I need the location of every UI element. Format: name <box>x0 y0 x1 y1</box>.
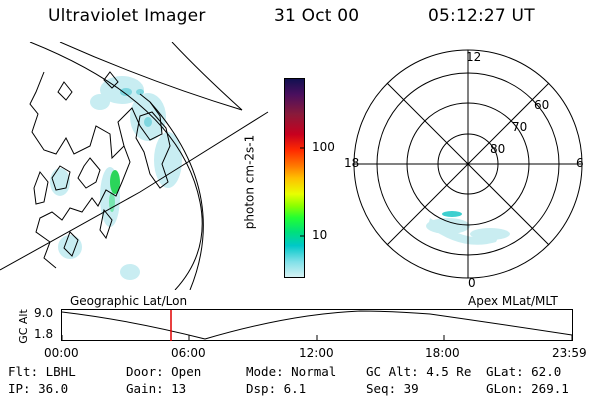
geographic-caption: Geographic Lat/Lon <box>70 294 188 308</box>
mode-readout: Mode: Normal <box>246 364 337 379</box>
colorbar-tick-10: 10 <box>312 228 328 242</box>
lat-label-80: 80 <box>490 142 506 156</box>
gc-alt-axis-label: GC Alt <box>16 309 30 344</box>
lat-label-70: 70 <box>512 120 528 134</box>
gc-alt-readout: GC Alt: 4.5 Re <box>366 364 472 379</box>
filter-readout: Flt: LBHL <box>8 364 76 379</box>
gc-alt-timeline-plot <box>61 309 573 341</box>
x-tick-1200: 12:00 <box>299 346 334 360</box>
geographic-map-image <box>0 42 269 290</box>
mlt-label-0: 0 <box>468 276 476 290</box>
x-tick-0000: 00:00 <box>44 346 79 360</box>
seq-readout: Seq: 39 <box>366 381 419 396</box>
colorbar-tick-100: 100 <box>312 140 335 154</box>
glat-readout: GLat: 62.0 <box>486 364 562 379</box>
lat-label-60: 60 <box>534 98 550 112</box>
date-label: 31 Oct 00 <box>274 6 360 26</box>
x-tick-0600: 06:00 <box>171 346 206 360</box>
ip-readout: IP: 36.0 <box>8 381 69 396</box>
polar-mlt-plot <box>353 49 583 279</box>
x-tick-1800: 18:00 <box>425 346 460 360</box>
time-label: 05:12:27 UT <box>428 6 535 26</box>
apex-caption: Apex MLat/MLT <box>468 294 558 308</box>
mlt-label-18: 18 <box>344 156 360 170</box>
door-readout: Door: Open <box>126 364 202 379</box>
x-tick-2359: 23:59 <box>552 346 587 360</box>
color-scale-bar <box>284 78 305 278</box>
glon-readout: GLon: 269.1 <box>486 381 569 396</box>
gain-readout: Gain: 13 <box>126 381 187 396</box>
y-max-label: 9.0 <box>34 306 54 320</box>
instrument-title: Ultraviolet Imager <box>48 6 206 26</box>
colorbar-unit-label: photon cm-2s-1 <box>242 134 257 230</box>
y-min-label: 1.8 <box>34 327 54 341</box>
mlt-label-6: 6 <box>576 156 584 170</box>
mlt-label-12: 12 <box>466 50 482 64</box>
dsp-readout: Dsp: 6.1 <box>246 381 307 396</box>
